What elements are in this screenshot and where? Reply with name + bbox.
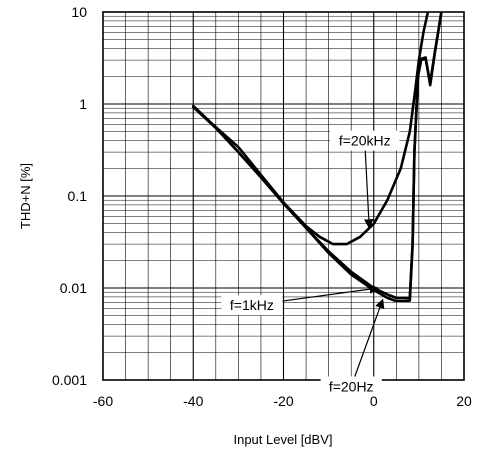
annotation-arrow	[354, 298, 385, 377]
series-line-f-20khz	[192, 12, 430, 246]
y-tick-label: 1	[79, 96, 87, 112]
x-tick-label: 20	[456, 393, 472, 409]
annotation-arrow	[282, 284, 380, 302]
series-layer	[192, 12, 443, 303]
y-tick-labels: 10 1 0.1 0.01 0.001	[52, 4, 87, 388]
x-tick-label: 0	[370, 393, 378, 409]
annotations: f=20kHz f=1kHz f=20Hz	[221, 130, 400, 397]
x-tick-label: -20	[273, 393, 293, 409]
x-tick-label: -60	[93, 393, 113, 409]
plot-frame	[102, 11, 465, 381]
x-tick-label: -40	[183, 393, 203, 409]
annotation-label: f=1kHz	[230, 297, 274, 313]
annotation-box	[330, 130, 400, 151]
y-tick-label: 0.001	[52, 372, 87, 388]
annotation-arrow	[363, 150, 374, 229]
series-line-f-20hz	[192, 12, 443, 303]
annotation-box	[221, 295, 283, 316]
y-tick-label: 0.01	[60, 280, 87, 296]
y-axis-label: THD+N [%]	[18, 163, 33, 229]
annotation-box	[320, 376, 382, 397]
y-tick-label: 0.1	[68, 188, 88, 204]
annotation-label: f=20kHz	[339, 133, 391, 149]
y-tick-label: 10	[71, 4, 87, 20]
x-axis-label: Input Level [dBV]	[233, 432, 332, 447]
x-tick-labels: -60 -40 -20 0 20	[93, 393, 472, 409]
annotation-label: f=20Hz	[329, 378, 374, 394]
